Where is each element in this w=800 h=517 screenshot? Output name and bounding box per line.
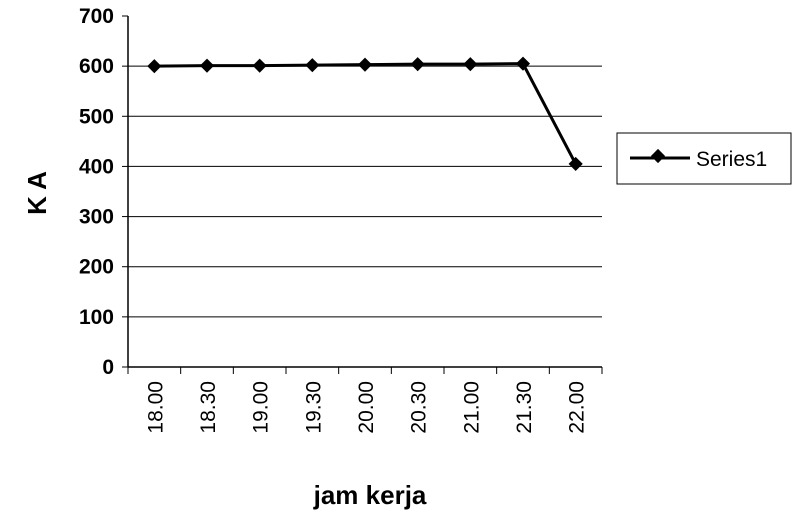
x-tick-label: 19.30 <box>302 381 325 434</box>
x-tick-labels: 18.00 18.30 19.00 19.30 20.00 20.30 21.00 21.30… <box>144 381 588 434</box>
x-tick-label: 19.00 <box>250 381 273 434</box>
axes <box>122 15 603 374</box>
legend-label-series1: Series1 <box>696 148 767 171</box>
series-group <box>147 56 583 171</box>
y-tick-label: 400 <box>79 155 114 178</box>
data-point-marker <box>199 58 215 73</box>
legend: Series1 <box>616 132 792 185</box>
y-axis-title: K A <box>22 171 52 215</box>
data-point-marker <box>568 156 583 171</box>
y-tick-label: 700 <box>79 5 114 28</box>
y-tick-label: 200 <box>79 256 114 279</box>
x-tick-label: 21.00 <box>460 381 483 434</box>
y-tick-label: 600 <box>79 55 114 78</box>
gridlines <box>128 65 602 318</box>
data-point-marker <box>463 57 478 72</box>
data-point-marker <box>357 57 373 72</box>
y-tick-label: 0 <box>102 356 114 379</box>
y-tick-labels: 0 100 200 300 400 500 600 700 <box>79 5 114 379</box>
series-line-series1 <box>154 62 577 165</box>
x-tick-label: 20.30 <box>408 381 431 434</box>
x-tick-label: 20.00 <box>355 381 378 434</box>
y-tick-label: 100 <box>79 306 114 329</box>
x-tick-label: 18.00 <box>144 381 167 434</box>
x-tick-label: 22.00 <box>566 381 589 434</box>
y-tick-label: 300 <box>79 206 114 229</box>
data-point-marker <box>252 58 267 73</box>
x-tick-label: 18.30 <box>197 381 220 434</box>
y-tick-label: 500 <box>79 105 114 128</box>
data-point-marker <box>410 57 425 72</box>
data-point-marker <box>305 58 320 73</box>
x-axis-title: jam kerja <box>313 480 427 510</box>
x-tick-label: 21.30 <box>513 381 536 434</box>
data-point-marker <box>515 56 531 71</box>
legend-marker <box>650 148 666 164</box>
data-point-marker <box>147 59 162 74</box>
